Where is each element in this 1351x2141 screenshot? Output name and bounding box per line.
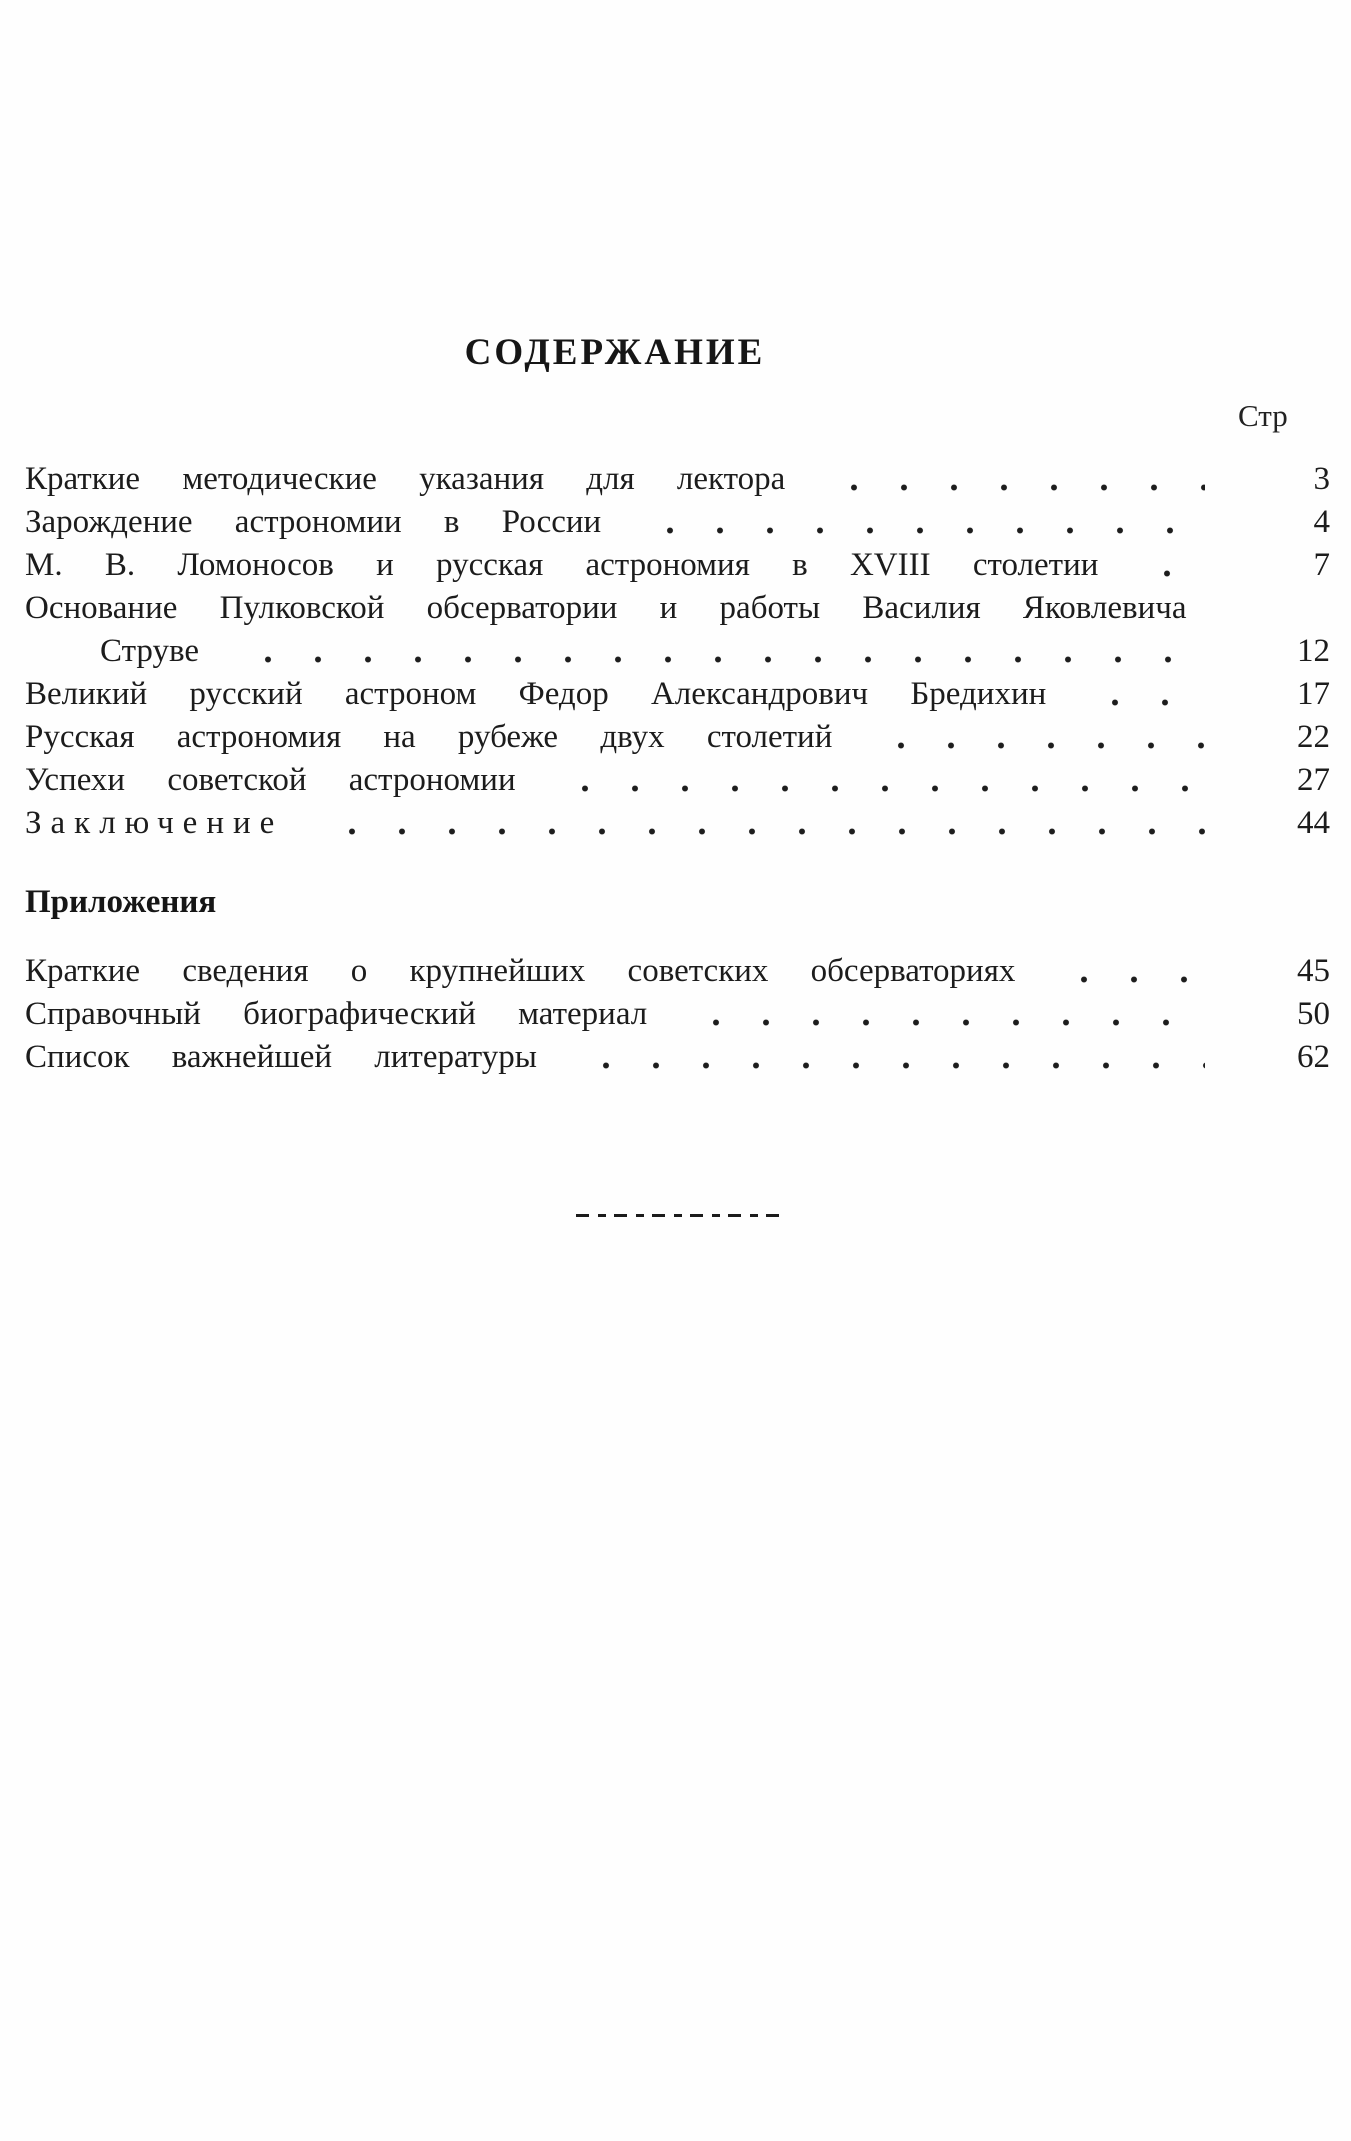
dot-leader: [1049, 976, 1205, 983]
toc-entry-label: Справочный биографический материал: [25, 996, 648, 1032]
toc-entry: Великий русский астроном Федор Александр…: [25, 673, 1330, 716]
appendix-toc-list: Краткие сведения о крупнейших советских …: [25, 950, 1330, 1079]
toc-entry-page: [1221, 587, 1346, 630]
toc-entry-page: 3: [1313, 461, 1331, 497]
toc-entry-page: 44: [1297, 805, 1330, 841]
toc-entry-page: 4: [1313, 504, 1331, 540]
toc-entry-page: 7: [1313, 547, 1331, 583]
toc-entry-page: 17: [1297, 676, 1330, 712]
toc-list: Краткие методические указания для лектор…: [25, 458, 1330, 845]
dot-leader: [635, 527, 1205, 534]
toc-entry-label: Струве: [100, 633, 199, 669]
dot-leader: [681, 1019, 1205, 1026]
toc-entry-label: Краткие сведения о крупнейших советских …: [25, 953, 1016, 989]
dot-leader: [1080, 699, 1205, 706]
dot-leader: [819, 484, 1205, 491]
dot-leader: [317, 828, 1205, 835]
decorative-dashed-rule: [576, 1213, 788, 1217]
toc-entry-label: Краткие методические указания для лектор…: [25, 461, 786, 497]
toc-entry: Русская астрономия на рубеже двух столет…: [25, 716, 1330, 759]
toc-entry-label: Зарождение астрономии в России: [25, 504, 602, 540]
toc-entry-label: М. В. Ломоносов и русская астрономия в X…: [25, 547, 1099, 583]
toc-entry: Успехи советской астрономии 27: [25, 759, 1330, 802]
toc-entry: Заключение 44: [25, 802, 1330, 845]
dot-leader: [1132, 570, 1205, 577]
toc-entry-label: Русская астрономия на рубеже двух столет…: [25, 719, 833, 755]
toc-entry-page: 45: [1297, 953, 1330, 989]
toc-entry-page: 12: [1297, 633, 1330, 669]
toc-entry-page: 62: [1297, 1039, 1330, 1075]
toc-entry-label: Заключение: [25, 805, 284, 841]
dot-leader: [233, 656, 1205, 663]
page-column-header: Стр: [1238, 398, 1288, 433]
toc-entry: М. В. Ломоносов и русская астрономия в X…: [25, 544, 1330, 587]
toc-entry: Краткие сведения о крупнейших советских …: [25, 950, 1330, 993]
page-title: СОДЕРЖАНИЕ: [464, 332, 766, 373]
toc-entry-label: Успехи советской астрономии: [25, 762, 516, 798]
toc-entry: Основание Пулковской обсерватории и рабо…: [25, 587, 1330, 630]
toc-entry: Краткие методические указания для лектор…: [25, 458, 1330, 501]
dot-leader: [549, 785, 1205, 792]
toc-entry-page: 22: [1297, 719, 1330, 755]
toc-entry: Список важнейшей литературы 62: [25, 1036, 1330, 1079]
appendix-section-header: Приложения: [25, 884, 217, 920]
toc-entry-label: Основание Пулковской обсерватории и рабо…: [25, 590, 1187, 626]
toc-entry-label: Список важнейшей литературы: [25, 1039, 537, 1075]
toc-entry-page: 50: [1297, 996, 1330, 1032]
toc-entry-continuation: Струве 12: [25, 630, 1330, 673]
toc-entry: Зарождение астрономии в России 4: [25, 501, 1330, 544]
dot-leader: [866, 742, 1205, 749]
toc-entry: Справочный биографический материал 50: [25, 993, 1330, 1036]
toc-entry-page: 27: [1297, 762, 1330, 798]
dot-leader: [570, 1062, 1205, 1069]
toc-entry-label: Великий русский астроном Федор Александр…: [25, 676, 1047, 712]
